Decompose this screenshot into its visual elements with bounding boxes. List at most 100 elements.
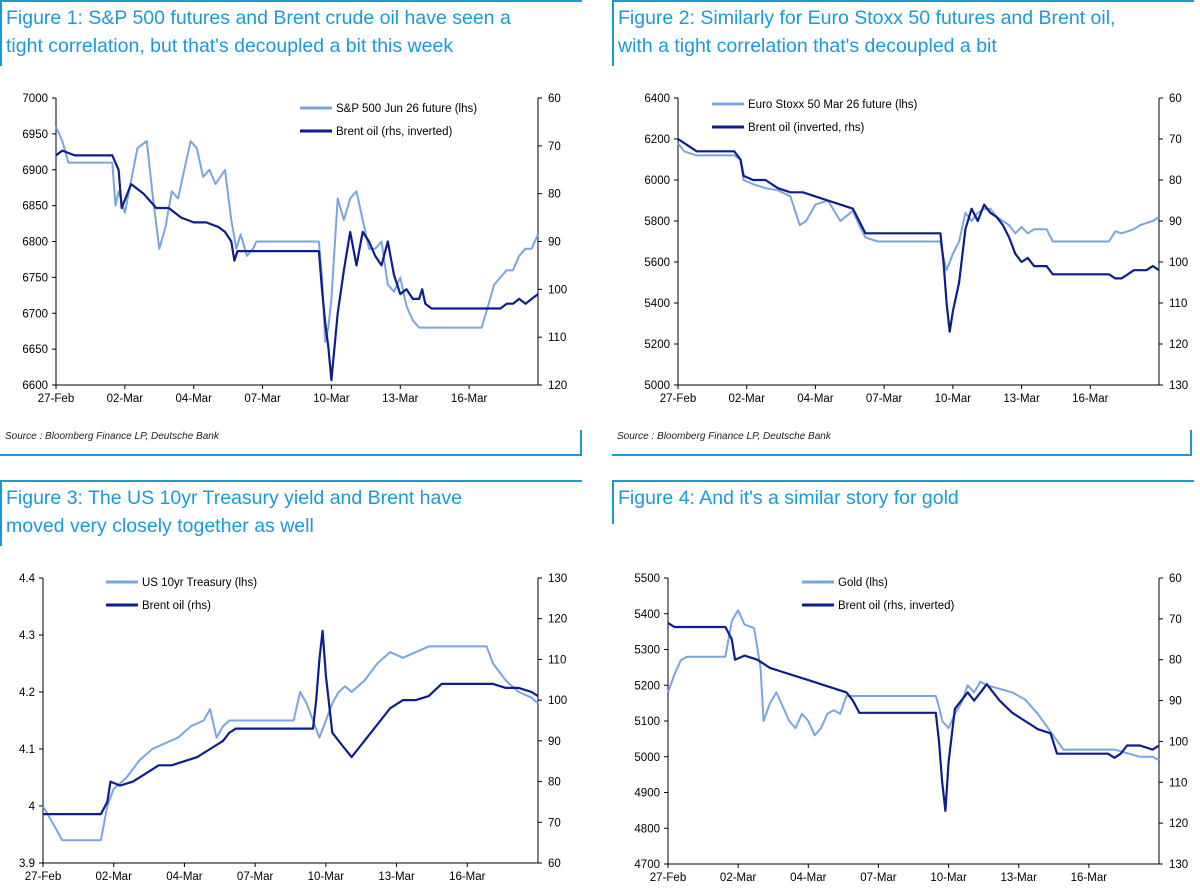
right-tick-label: 70 (548, 817, 561, 829)
left-tick-label: 5300 (634, 645, 660, 657)
figure-2-right-rule (1190, 430, 1192, 456)
figure-4-title: Figure 4: And it's a similar story for g… (612, 480, 959, 512)
series-line-dark (667, 621, 1160, 812)
left-tick-label: 6200 (644, 134, 670, 146)
figure-2-source: Source : Bloomberg Finance LP, Deutsche … (617, 431, 831, 442)
series-line-dark (43, 629, 539, 816)
figure-2-title-line-1: Figure 2: Similarly for Euro Stoxx 50 fu… (618, 7, 1116, 29)
figure-2-panel: Figure 2: Similarly for Euro Stoxx 50 fu… (612, 0, 1200, 456)
x-tick-label: 16-Mar (1071, 872, 1108, 884)
left-tick-label: 5400 (634, 609, 660, 621)
left-tick-label: 7000 (22, 93, 48, 105)
left-tick-label: 4800 (634, 823, 660, 835)
series-line-light (667, 609, 1160, 762)
left-tick-label: 5200 (644, 339, 670, 351)
right-tick-label: 110 (548, 654, 566, 666)
x-tick-label: 02-Mar (720, 872, 757, 884)
x-tick-label: 13-Mar (1003, 393, 1040, 405)
right-tick-label: 80 (548, 189, 561, 201)
right-tick-label: 100 (1169, 257, 1188, 269)
x-tick-label: 16-Mar (451, 393, 488, 405)
x-tick-label: 04-Mar (797, 393, 834, 405)
left-tick-label: 5200 (634, 680, 660, 692)
right-tick-label: 110 (1169, 777, 1187, 789)
x-tick-label: 27-Feb (25, 871, 61, 883)
x-tick-label: 02-Mar (728, 393, 765, 405)
figure-3-top-rule (0, 480, 582, 482)
left-tick-label: 4 (29, 801, 36, 813)
figure-4-chart: 5500 5400 5300 5200 5100 5000 4900 4800 4700 60 70… (634, 573, 1188, 884)
figure-3-chart: 4.4 4.3 4.2 4.1 4 3.9 130 120 110 100 90 80 70 60 27-F… (19, 573, 567, 883)
right-tick-label: 90 (1169, 696, 1182, 708)
x-tick-label: 13-Mar (378, 871, 415, 883)
x-tick-label: 10-Mar (313, 393, 350, 405)
left-tick-label: 6650 (22, 344, 48, 356)
figure-2-chart: 6400 6200 6000 5800 5600 5400 5200 5000 60 70 80 90… (644, 93, 1188, 405)
x-tick-label: 27-Feb (650, 872, 686, 884)
right-tick-label: 130 (1169, 380, 1188, 392)
x-tick-label: 16-Mar (1072, 393, 1109, 405)
legend-label: US 10yr Treasury (lhs) (142, 577, 257, 589)
left-tick-label: 6950 (22, 129, 48, 141)
left-tick-label: 4.4 (19, 573, 36, 585)
right-tick-label: 120 (548, 380, 567, 392)
figure-2-title-line-2: with a tight correlation that's decouple… (618, 35, 997, 57)
legend-label: Brent oil (inverted, rhs) (748, 122, 864, 134)
figure-2-top-rule (612, 0, 1194, 2)
left-tick-label: 6800 (22, 237, 48, 249)
legend-label: Gold (lhs) (838, 577, 888, 589)
figure-3-title-line-2: moved very closely together as well (6, 515, 314, 537)
x-tick-label: 07-Mar (866, 393, 903, 405)
legend-label: Euro Stoxx 50 Mar 26 future (lhs) (748, 99, 918, 111)
right-tick-label: 120 (1169, 339, 1188, 351)
series-line-dark (677, 138, 1160, 333)
x-tick-label: 07-Mar (237, 871, 274, 883)
x-tick-label: 02-Mar (95, 871, 132, 883)
left-tick-label: 6700 (22, 308, 48, 320)
series-line-light (677, 142, 1160, 272)
figure-3-left-rule (0, 480, 2, 546)
x-tick-label: 10-Mar (308, 871, 345, 883)
x-tick-label: 10-Mar (930, 872, 967, 884)
right-tick-label: 80 (1169, 655, 1182, 667)
legend-label: Brent oil (rhs, inverted) (838, 600, 954, 612)
figure-1-source: Source : Bloomberg Finance LP, Deutsche … (5, 431, 219, 442)
left-tick-label: 3.9 (19, 858, 35, 870)
right-tick-label: 70 (1169, 614, 1182, 626)
right-tick-label: 60 (548, 93, 561, 105)
right-tick-label: 60 (1169, 573, 1182, 585)
right-tick-label: 70 (1169, 134, 1182, 146)
right-tick-label: 130 (1169, 859, 1188, 871)
x-tick-label: 10-Mar (935, 393, 972, 405)
series-line-dark (55, 149, 539, 382)
right-tick-label: 110 (548, 332, 566, 344)
x-tick-label: 02-Mar (107, 393, 144, 405)
left-tick-label: 6000 (644, 175, 670, 187)
right-tick-label: 90 (1169, 216, 1182, 228)
right-tick-label: 80 (548, 777, 561, 789)
figure-2-title: Figure 2: Similarly for Euro Stoxx 50 fu… (612, 0, 1115, 60)
left-tick-label: 4900 (634, 788, 660, 800)
left-tick-label: 5800 (644, 216, 670, 228)
figure-4-left-rule (612, 480, 614, 524)
left-tick-label: 6600 (22, 380, 48, 392)
figure-4-top-rule (612, 480, 1194, 482)
left-tick-label: 4.1 (19, 744, 35, 756)
figure-1-title-line-2: tight correlation, but that's decoupled … (6, 35, 454, 57)
x-tick-label: 27-Feb (660, 393, 696, 405)
x-tick-label: 16-Mar (449, 871, 486, 883)
x-tick-label: 13-Mar (382, 393, 419, 405)
figure-3-title: Figure 3: The US 10yr Treasury yield and… (0, 480, 462, 540)
right-tick-label: 130 (548, 573, 567, 585)
x-tick-label: 27-Feb (38, 393, 74, 405)
right-tick-label: 100 (1169, 736, 1188, 748)
right-tick-label: 100 (548, 284, 567, 296)
right-tick-label: 90 (548, 237, 561, 249)
figure-2-left-rule (612, 0, 614, 66)
x-tick-label: 07-Mar (860, 872, 897, 884)
right-tick-label: 70 (548, 141, 561, 153)
figure-2-bottom-rule (612, 454, 1192, 456)
left-tick-label: 5000 (644, 380, 670, 392)
figure-1-chart: 7000 6950 6900 6850 6800 6750 6700 6650 6600 60 70… (22, 93, 567, 405)
left-tick-label: 5000 (634, 752, 660, 764)
